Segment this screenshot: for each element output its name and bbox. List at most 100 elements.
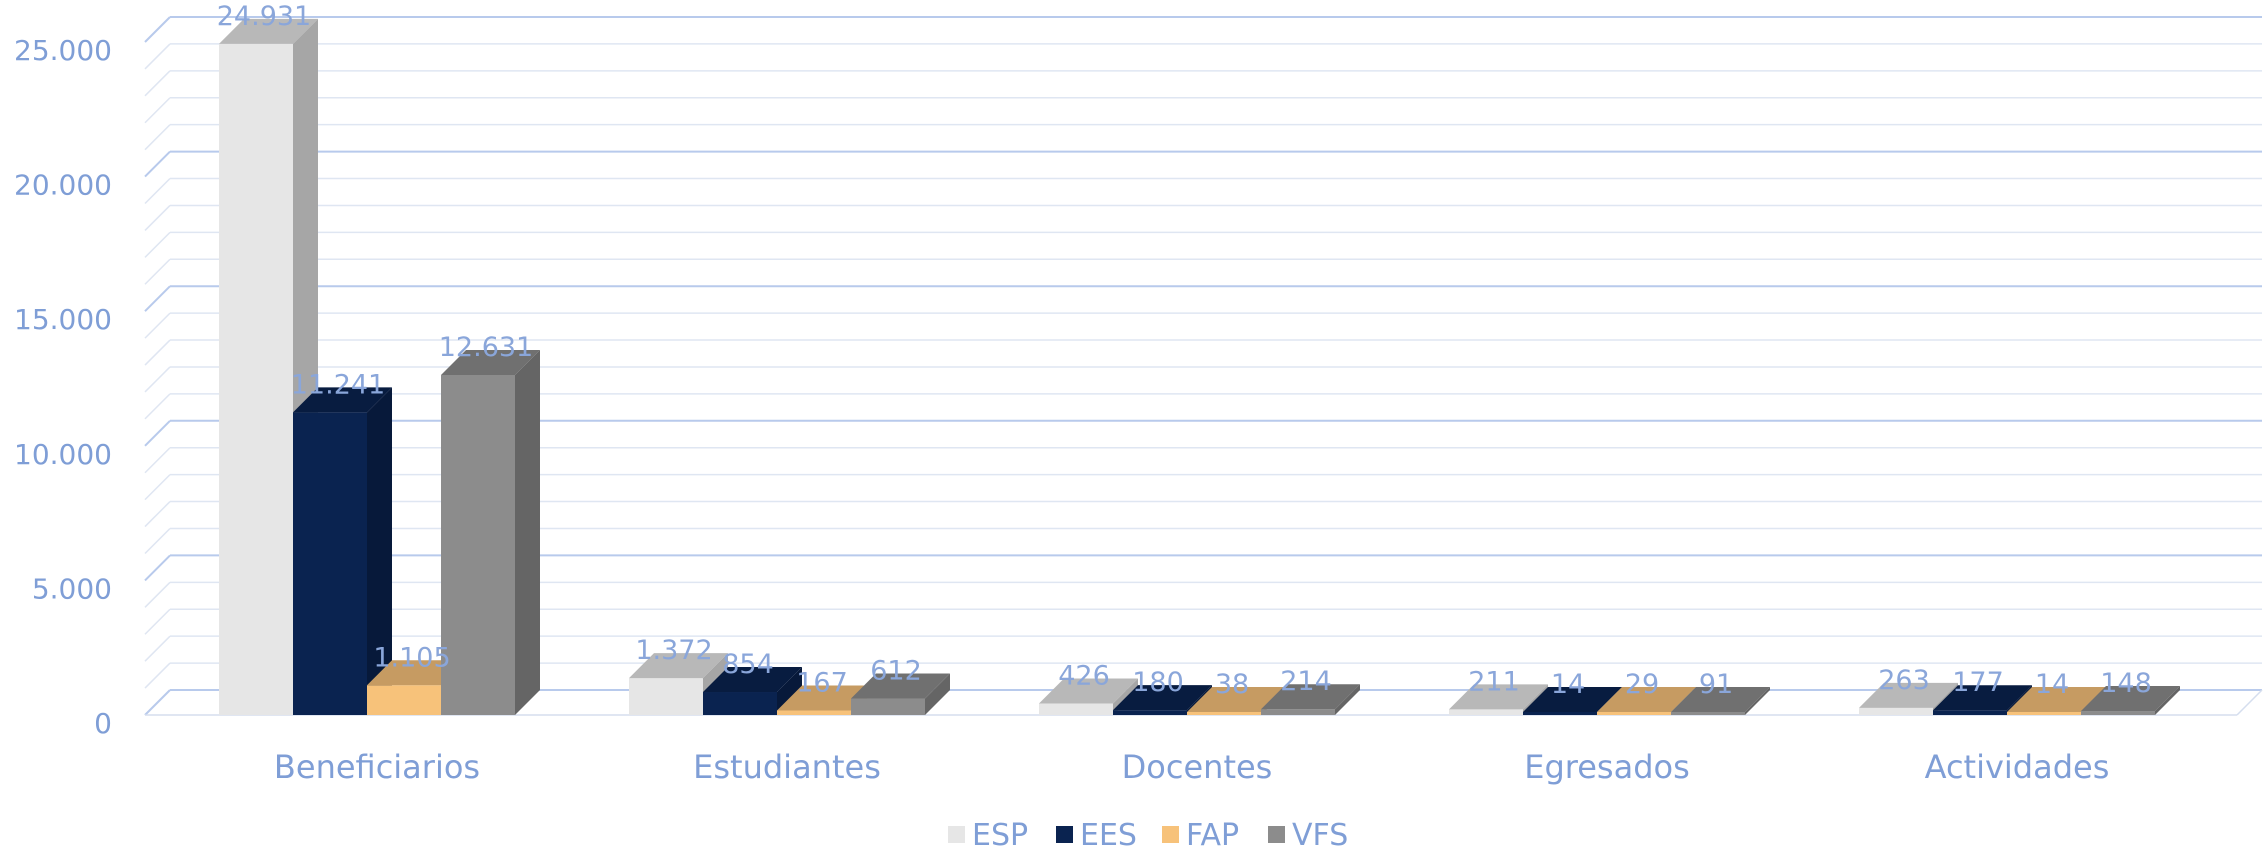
side-wall-gridline [144, 339, 171, 366]
bar-front [851, 698, 925, 715]
bar-front [1671, 712, 1745, 715]
bar-front [219, 43, 293, 715]
bar-side [1335, 684, 1360, 715]
side-wall-gridline [144, 689, 171, 716]
data-label: 211 [1468, 666, 1520, 697]
data-label: 426 [1058, 661, 1110, 692]
bar-vfs-egresados [1671, 687, 1770, 715]
bar-top [1671, 687, 1770, 712]
data-label: 214 [1280, 666, 1332, 697]
bar-top [1523, 687, 1622, 712]
side-wall-gridline [144, 554, 171, 582]
category-label-estudiantes: Estudiantes [693, 748, 881, 786]
data-label: 148 [2100, 668, 2152, 699]
side-wall-gridline [144, 285, 171, 312]
bar-top [703, 667, 802, 693]
bar-front [2081, 711, 2155, 715]
side-wall-gridline [144, 150, 171, 178]
category-label-egresados: Egresados [1524, 748, 1690, 786]
bar-top [1113, 685, 1212, 711]
legend-label: FAP [1186, 818, 1239, 850]
bar-side [367, 387, 392, 715]
y-axis: 0 5.000 10.000 15.000 20.000 25.000 [14, 34, 112, 740]
y-tick-label: 20.000 [14, 169, 112, 202]
side-wall-gridline [144, 124, 171, 151]
data-label: 612 [870, 656, 922, 687]
bar-top [1449, 684, 1548, 710]
bar-top [293, 387, 392, 413]
bar-front [2007, 712, 2081, 715]
bar-front [1039, 703, 1113, 715]
bar-side [1745, 687, 1770, 715]
legend-swatch [1056, 826, 1073, 843]
bar-front [629, 678, 703, 715]
bar-top [219, 18, 318, 44]
bar-front [1449, 709, 1523, 715]
side-wall-gridline [144, 608, 171, 635]
bar-vfs-actividades [2081, 686, 2180, 715]
bar-front [1261, 709, 1335, 715]
side-wall-gridline [144, 474, 171, 501]
y-tick-label: 25.000 [14, 34, 112, 67]
side-wall-gridline [144, 635, 171, 662]
legend-label: VFS [1292, 818, 1348, 850]
legend-item-esp: ESP [948, 818, 1028, 850]
data-label: 1.105 [373, 642, 450, 673]
bar-vfs-docentes [1261, 684, 1360, 715]
legend-item-ees: EES [1056, 818, 1137, 850]
data-label: 38 [1215, 669, 1249, 700]
legend-swatch [1162, 826, 1179, 843]
data-label: 14 [2035, 669, 2069, 700]
bar-vfs-beneficiarios [441, 349, 540, 715]
bar-front [367, 685, 441, 715]
data-label: 177 [1952, 667, 2004, 698]
side-wall-gridline [144, 393, 171, 420]
bar-front [293, 412, 367, 715]
bar-side [925, 673, 950, 715]
data-label: 12.631 [439, 332, 533, 363]
bar-front [1597, 712, 1671, 715]
side-wall-gridline [144, 70, 171, 97]
legend-swatch [948, 826, 965, 843]
bar-top [1039, 678, 1138, 704]
legend-label: EES [1080, 818, 1137, 850]
side-wall-gridline [144, 662, 171, 689]
bar-top [629, 653, 728, 679]
data-label: 167 [796, 668, 848, 699]
bar-top [441, 349, 540, 375]
data-label: 24.931 [217, 1, 311, 32]
legend-item-vfs: VFS [1268, 818, 1348, 850]
bar-front [1187, 712, 1261, 715]
category-label-docentes: Docentes [1122, 748, 1273, 786]
data-label: 180 [1132, 667, 1184, 698]
bar-top [2007, 687, 2106, 712]
bar-top [1933, 685, 2032, 711]
legend-item-fap: FAP [1162, 818, 1239, 850]
data-label: 29 [1625, 669, 1659, 700]
floor-edge [2236, 689, 2263, 716]
legend: ESP EES FAP VFS [948, 818, 1348, 850]
bar-front [1859, 707, 1933, 715]
data-label: 14 [1551, 669, 1585, 700]
bar-side [515, 349, 540, 715]
bar-top [1261, 684, 1360, 710]
bar-ees-beneficiarios [293, 387, 392, 715]
bar-top [2081, 686, 2180, 712]
gridlines [144, 16, 2263, 716]
y-tick-label: 5.000 [32, 572, 112, 605]
y-tick-label: 0 [94, 707, 112, 740]
side-wall-gridline [144, 43, 171, 70]
side-wall-gridline [144, 366, 171, 393]
bar-ees-estudiantes [703, 667, 802, 715]
bar-front [1113, 710, 1187, 715]
legend-swatch [1268, 826, 1285, 843]
legend-label: ESP [972, 818, 1028, 850]
bar-vfs-estudiantes [851, 673, 950, 715]
side-wall-gridline [144, 204, 171, 231]
bar-top [1859, 682, 1958, 708]
data-labels: 24.931 11.241 1.105 12.631 1.372 854 167 612 426… [217, 1, 2152, 700]
data-label: 854 [722, 649, 774, 680]
bars [219, 18, 2180, 715]
bar-top [1187, 687, 1286, 712]
